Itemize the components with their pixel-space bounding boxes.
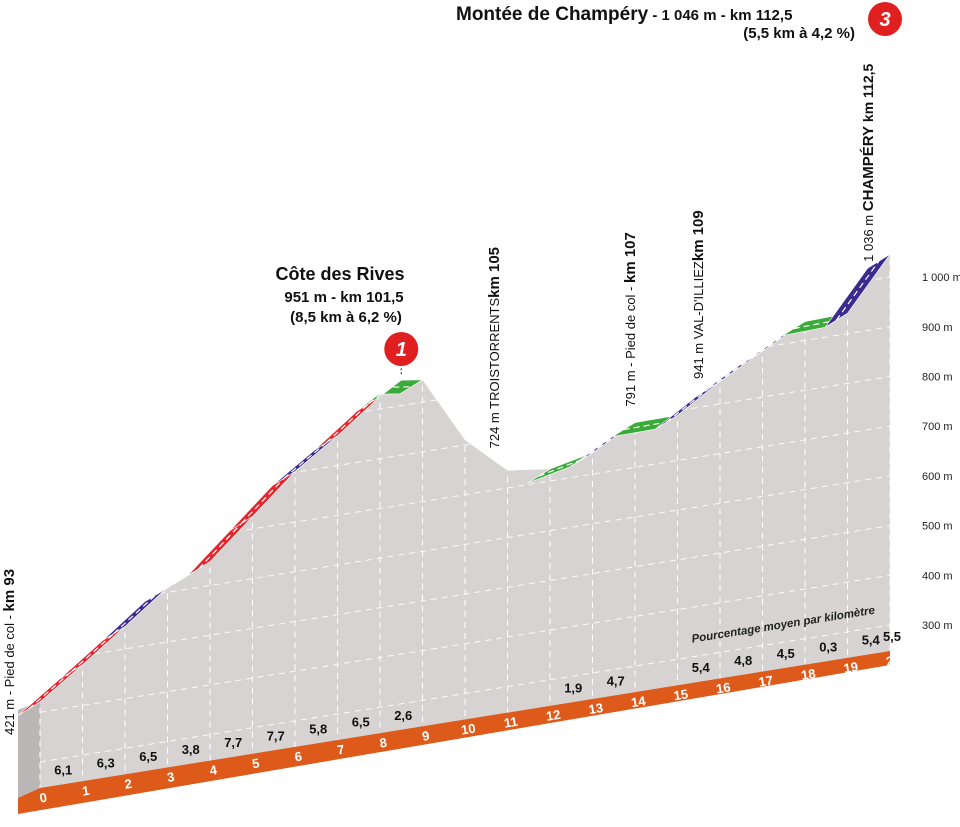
gradient-value-label: 3,8	[182, 742, 200, 757]
waypoint-light: 1 036 m	[861, 211, 876, 262]
gradient-value-label: 5,5	[883, 629, 901, 644]
km-tick-label: 7	[336, 742, 345, 758]
gradient-value-label: 2,6	[394, 708, 412, 723]
gradient-band-centerline	[368, 386, 412, 405]
km-tick-label: 2	[124, 776, 133, 792]
gradient-value-label: 6,5	[139, 749, 157, 764]
gradient-band-centerline	[793, 319, 837, 330]
km-tick-label: 15	[672, 686, 689, 703]
waypoint-label: 1 036 m CHAMPÉRY km 112,5	[860, 63, 877, 261]
ground-strip	[18, 651, 890, 814]
gradient-band-centerline	[835, 260, 880, 321]
gradient-band-centerline	[623, 421, 667, 431]
gradient-value-label: 6,1	[54, 763, 72, 778]
profile-side-panel	[18, 701, 40, 806]
gradient-value-label: 4,5	[777, 646, 795, 661]
waypoint-bold: CHAMPÉRY	[860, 126, 877, 211]
climb-3-badge	[868, 2, 902, 36]
waypoint-light: 791 m - Pied de col -	[623, 283, 638, 407]
waypoint-light: 941 m VAL-D'ILLIEZ	[691, 261, 706, 379]
waypoint-label: 724 m TROISTORRENTSkm 105	[486, 247, 503, 448]
climb-1-name: Côte des Rives	[275, 264, 404, 284]
km-tick-label: 18	[800, 666, 817, 683]
km-tick-label: 13	[587, 700, 604, 717]
gradient-value-label: 5,4	[692, 660, 711, 675]
altitude-tick-label: 800 m	[922, 372, 953, 384]
waypoint-tail: km 112,5	[860, 63, 876, 125]
km-tick-label: 19	[842, 659, 859, 676]
gradient-value-label: 7,7	[267, 728, 285, 743]
km-tick-label: 17	[757, 673, 774, 690]
km-tick-label: 4	[209, 762, 219, 778]
waypoint-light: 421 m - Pied de col -	[2, 611, 17, 735]
gradient-value-label: 1,9	[564, 680, 582, 695]
km-tick-label: 3	[166, 769, 175, 785]
waypoint-label: 941 m VAL-D'ILLIEZkm 109	[690, 210, 707, 379]
altitude-gridline	[39, 475, 891, 614]
gradient-value-label: 4,8	[734, 653, 752, 668]
km-tick-label: 0	[39, 790, 48, 806]
altitude-tick-label: 900 m	[922, 322, 953, 334]
climb-1-stats: (8,5 km à 6,2 %)	[290, 309, 402, 326]
climb-3-detail: - 1 046 m - km 112,5	[648, 7, 792, 24]
gradient-band-centerline	[665, 388, 710, 423]
km-tick-label: 5	[251, 755, 260, 771]
climb-3-number: 3	[879, 9, 890, 31]
gradient-band	[824, 253, 891, 328]
km-tick-label: 12	[545, 707, 562, 724]
km-tick-label: 10	[460, 721, 477, 738]
waypoint-bold: km 105	[486, 247, 503, 298]
km-tick-label: 16	[715, 679, 732, 696]
gradient-value-label: 0,3	[819, 639, 837, 654]
waypoint-bold: km 93	[1, 569, 18, 612]
climb-3-name: Montée de Champéry	[456, 4, 649, 25]
km-tick-label: 20	[885, 652, 902, 669]
waypoint-bold: km 107	[622, 232, 639, 283]
waypoint-label: 421 m - Pied de col - km 93	[1, 569, 18, 735]
altitude-gridline	[39, 574, 891, 713]
gradient-value-label: 5,8	[309, 721, 327, 736]
gradient-value-label: 6,3	[97, 756, 115, 771]
waypoint-label: 791 m - Pied de col - km 107	[622, 232, 639, 406]
altitude-tick-label: 300 m	[922, 620, 953, 632]
altitude-tick-label: 500 m	[922, 521, 953, 533]
km-tick-label: 6	[294, 748, 303, 764]
waypoint-light: 724 m TROISTORRENTS	[487, 298, 502, 449]
gradient-value-label: 5,4	[862, 632, 881, 647]
km-tick-label: 11	[503, 714, 519, 731]
altitude-tick-label: 700 m	[922, 421, 953, 433]
gradient-band-centerline	[538, 459, 582, 477]
climb-3-stats: (5,5 km à 4,2 %)	[743, 25, 855, 42]
sky-mask	[40, 0, 890, 702]
gradient-value-label: 6,5	[352, 715, 370, 730]
climb-1-detail: 951 m - km 101,5	[284, 289, 403, 306]
km-tick-label: 8	[379, 735, 388, 751]
climb-1-badge	[384, 332, 419, 366]
gradient-value-label: 7,7	[224, 735, 242, 750]
gradient-band-centerline	[240, 477, 285, 524]
waypoint-bold: km 109	[690, 210, 707, 261]
climb-3-title: Montée de Champéry - 1 046 m - km 112,5	[456, 4, 792, 25]
altitude-tick-label: 600 m	[922, 471, 953, 483]
gradient-value-label: 4,7	[607, 674, 625, 689]
km-tick-label: 14	[630, 693, 647, 710]
gradient-band-centerline	[708, 357, 752, 390]
km-tick-label: 1	[81, 783, 90, 799]
altitude-tick-label: 1 000 m	[922, 272, 960, 284]
gradient-band-centerline	[198, 523, 242, 570]
km-tick-label: 9	[421, 728, 430, 744]
altitude-tick-label: 400 m	[922, 570, 953, 582]
climb-1-number: 1	[396, 339, 407, 361]
